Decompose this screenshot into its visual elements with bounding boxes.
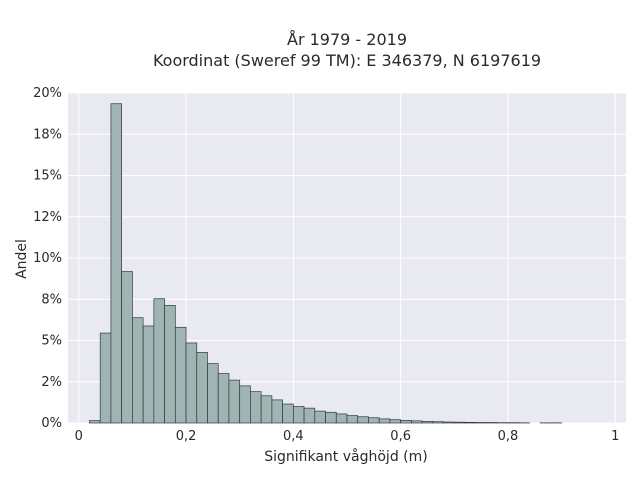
y-axis-label: Andel: [14, 239, 30, 279]
histogram-bar: [357, 416, 369, 424]
histogram-bar: [217, 373, 230, 424]
y-tick-label: 2%: [41, 375, 62, 390]
bars-group: [89, 103, 562, 424]
histogram-bar: [142, 325, 155, 424]
x-tick-label: 1: [611, 429, 619, 444]
histogram-bar: [185, 342, 198, 424]
y-axis-ticks: 0% 2% 5% 8% 10% 12% 15% 18% 20%: [33, 86, 62, 431]
histogram-bar: [292, 406, 305, 424]
histogram-bar: [121, 271, 133, 424]
histogram-bar: [239, 385, 251, 424]
y-tick-label: 15%: [33, 169, 62, 184]
x-axis-label: Signifikant våghöjd (m): [264, 448, 427, 465]
y-tick-label: 0%: [41, 416, 62, 431]
y-tick-label: 12%: [33, 210, 62, 225]
x-tick-label: 0: [75, 429, 83, 444]
histogram-bar: [164, 305, 176, 424]
histogram-bar: [421, 421, 434, 424]
histogram-bar: [89, 420, 101, 424]
histogram-bar: [400, 420, 412, 424]
histogram-bar: [314, 410, 326, 424]
histogram-bar: [335, 413, 348, 424]
histogram-bar: [325, 411, 337, 424]
x-axis-ticks: 0 0,2 0,4 0,6 0,8 1: [75, 429, 620, 444]
y-tick-label: 18%: [33, 127, 62, 142]
histogram-bar: [271, 399, 283, 424]
histogram-bar: [260, 395, 273, 424]
histogram-bar: [174, 326, 187, 424]
histogram-bar: [453, 421, 466, 424]
y-tick-label: 20%: [33, 86, 62, 101]
y-tick-label: 5%: [41, 334, 62, 349]
histogram-bar: [207, 363, 219, 424]
histogram-bar: [346, 415, 359, 424]
y-tick-label: 8%: [41, 292, 62, 307]
y-tick-label: 10%: [33, 251, 62, 266]
histogram-bar: [389, 419, 402, 424]
histogram-bar: [110, 103, 123, 424]
x-tick-label: 0,8: [498, 429, 519, 444]
histogram-bar: [378, 418, 391, 424]
x-tick-label: 0,2: [176, 429, 197, 444]
histogram-bar: [368, 417, 380, 424]
histogram-bar: [464, 421, 477, 424]
x-tick-label: 0,4: [283, 429, 304, 444]
histogram-bar: [250, 391, 262, 424]
histogram-bar: [303, 407, 316, 424]
histogram-bar: [443, 421, 455, 424]
histogram-bar: [196, 352, 208, 424]
histogram-bar: [132, 317, 144, 424]
histogram-bar: [228, 379, 241, 424]
histogram-bar: [99, 332, 112, 424]
chart-title-line-1: År 1979 - 2019: [287, 30, 407, 49]
chart-title-line-2: Koordinat (Sweref 99 TM): E 346379, N 61…: [153, 51, 541, 70]
histogram-bar: [153, 298, 165, 424]
histogram-bar: [432, 421, 444, 424]
x-tick-label: 0,6: [390, 429, 411, 444]
histogram-bar: [282, 403, 294, 424]
histogram-bar: [411, 420, 423, 424]
